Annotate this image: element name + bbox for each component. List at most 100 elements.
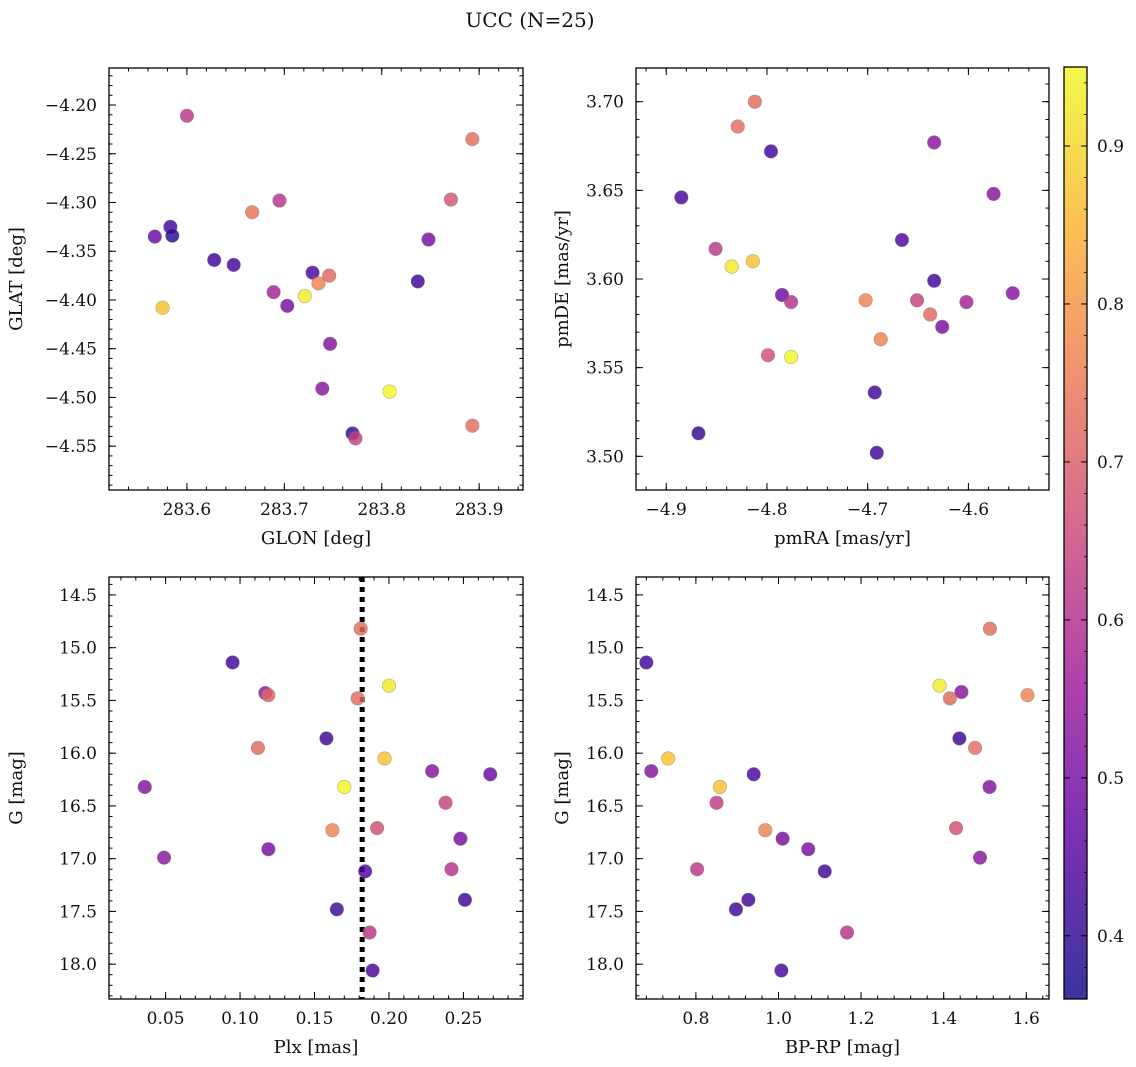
data-point: [350, 691, 365, 706]
data-point: [323, 336, 338, 351]
data-point: [358, 864, 373, 879]
data-point: [758, 823, 773, 838]
y-tick-label: −4.30: [45, 193, 97, 213]
x-axis-label: GLON [deg]: [261, 528, 371, 549]
axis-ticks: [636, 68, 1050, 490]
data-point: [443, 192, 459, 207]
data-point: [747, 94, 762, 109]
data-point: [329, 902, 344, 917]
data-point: [709, 795, 724, 810]
data-point: [942, 691, 957, 706]
scatter-panels: 283.6 283.7 283.8 283.9 −4.20 −4.25 −4.30 −4.35…: [6, 67, 1050, 1058]
y-tick-label: −4.45: [45, 340, 97, 360]
data-points: [147, 108, 480, 446]
data-point: [362, 925, 377, 940]
data-point: [932, 678, 947, 693]
data-point: [377, 751, 392, 766]
data-point: [225, 655, 240, 670]
scatter-panel-3: 0.05 0.10 0.15 0.20 0.25 14.5 15.0 15.5 16.0 16.5…: [6, 576, 524, 1058]
y-tick-label: −4.55: [45, 437, 97, 457]
data-point: [465, 132, 480, 147]
data-point: [353, 621, 368, 636]
data-point: [927, 135, 942, 150]
data-point: [982, 779, 997, 795]
data-point: [741, 892, 756, 907]
colorbar-tick-label: 0.5: [1097, 769, 1124, 789]
axis-ticks: [109, 68, 523, 490]
data-point: [674, 190, 689, 205]
data-point: [923, 307, 938, 322]
colorbar-frame: [1063, 66, 1088, 1000]
data-point: [315, 381, 330, 396]
data-point: [483, 767, 498, 782]
data-point: [250, 740, 266, 756]
data-point: [410, 274, 425, 289]
data-point: [967, 740, 983, 756]
y-tick-label: 16.5: [59, 797, 97, 817]
x-tick-label: −4.8: [746, 500, 787, 520]
data-point: [873, 332, 888, 347]
data-point: [728, 902, 744, 917]
data-point: [959, 294, 974, 310]
data-point: [425, 764, 440, 779]
data-point: [297, 288, 312, 304]
y-axis-label: G [mag]: [552, 751, 573, 824]
data-point: [1020, 688, 1035, 703]
data-point: [927, 273, 942, 288]
x-tick-label: 0.15: [296, 1009, 334, 1029]
data-point: [365, 963, 380, 978]
data-point: [774, 963, 789, 978]
y-tick-label: 15.0: [586, 639, 624, 659]
data-point: [280, 298, 295, 313]
y-tick-label: 18.0: [59, 955, 97, 975]
y-tick-label: 16.5: [586, 797, 624, 817]
data-point: [444, 862, 459, 877]
y-tick-label: 14.5: [59, 586, 97, 606]
data-point: [954, 684, 969, 700]
y-axis-label: G [mag]: [6, 751, 27, 824]
data-point: [935, 319, 950, 334]
y-tick-label: 16.0: [59, 744, 97, 764]
y-tick-label: 18.0: [586, 955, 624, 975]
y-tick-label: −4.50: [45, 388, 97, 408]
data-point: [337, 779, 352, 795]
data-point: [382, 384, 397, 399]
x-tick-label: 283.6: [163, 500, 212, 520]
x-tick-label: 283.7: [260, 500, 309, 520]
data-point: [438, 795, 453, 810]
colorbar: 0.4 0.5 0.6 0.7 0.8 0.9: [1063, 66, 1124, 1000]
scatter-panel-1: 283.6 283.7 283.8 283.9 −4.20 −4.25 −4.30 −4.35…: [6, 67, 524, 549]
x-tick-label: 0.8: [682, 1009, 709, 1029]
data-point: [369, 820, 385, 836]
data-point: [226, 257, 241, 272]
data-point: [948, 820, 964, 836]
scatter-panel-4: 0.8 1.0 1.2 1.4 1.6 14.5 15.0 15.5 16.0 16.5 17.0 1…: [552, 576, 1050, 1058]
data-point: [986, 186, 1001, 201]
x-axis-label: pmRA [mas/yr]: [774, 528, 911, 549]
x-tick-label: 0.05: [147, 1009, 185, 1029]
colorbar-tick-label: 0.4: [1097, 927, 1124, 947]
data-point: [763, 144, 779, 159]
data-point: [137, 779, 152, 795]
data-point: [775, 831, 790, 846]
x-axis-label: Plx [mas]: [274, 1037, 359, 1058]
data-point: [272, 193, 287, 208]
data-point: [708, 241, 723, 256]
x-tick-label: 283.8: [357, 500, 406, 520]
data-point: [909, 293, 925, 308]
y-tick-label: 3.50: [586, 447, 624, 467]
y-tick-label: 14.5: [586, 586, 624, 606]
x-tick-label: 1.4: [930, 1009, 957, 1029]
y-tick-label: 3.65: [586, 181, 624, 201]
data-point: [453, 831, 468, 846]
data-point: [972, 850, 988, 865]
data-point: [661, 751, 676, 766]
data-point: [801, 842, 816, 857]
y-tick-label: −4.35: [45, 242, 97, 262]
data-point: [745, 254, 760, 269]
colorbar-tick-label: 0.6: [1097, 611, 1124, 631]
data-point: [155, 300, 170, 315]
data-point: [245, 205, 260, 220]
data-point: [639, 655, 654, 670]
